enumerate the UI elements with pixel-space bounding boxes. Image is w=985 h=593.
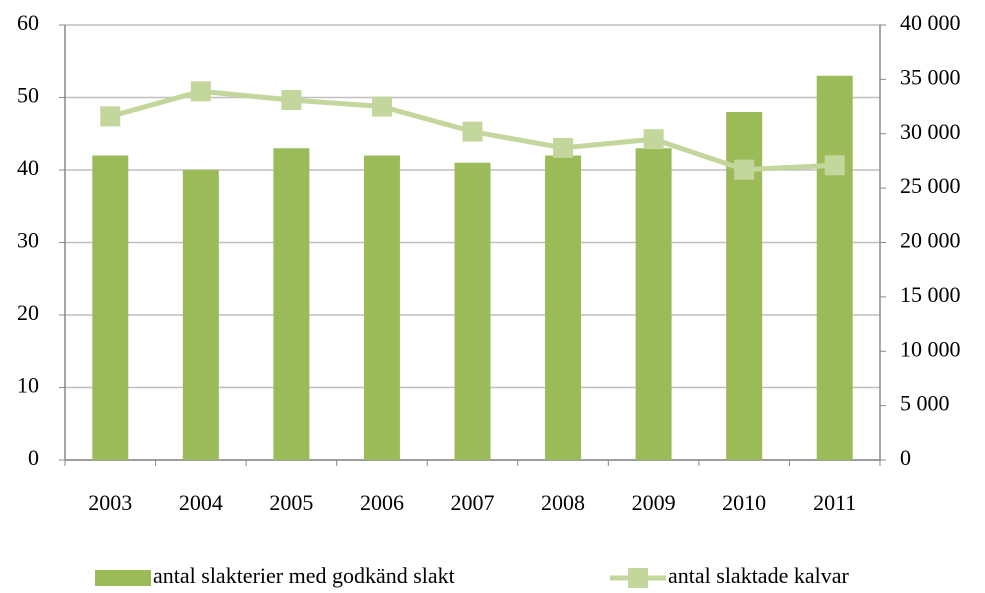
y2-tick-label: 30 000 [900, 119, 961, 144]
x-tick-label: 2010 [722, 490, 766, 515]
x-tick-label: 2009 [632, 490, 676, 515]
bar [635, 148, 672, 460]
bar [454, 162, 491, 460]
y-tick-label: 20 [17, 300, 39, 325]
bar [816, 75, 853, 460]
y-tick-label: 50 [17, 83, 39, 108]
y2-tick-label: 25 000 [900, 173, 961, 198]
y-tick-label: 40 [17, 155, 39, 180]
line-marker [462, 121, 483, 142]
y-tick-label: 60 [17, 10, 39, 35]
y-tick-label: 30 [17, 228, 39, 253]
line-marker [643, 129, 664, 150]
line-marker [281, 90, 302, 111]
bar [273, 148, 310, 460]
x-tick-label: 2008 [541, 490, 585, 515]
y2-tick-label: 10 000 [900, 336, 961, 361]
bar [92, 155, 129, 460]
y-tick-label: 0 [28, 445, 39, 470]
y2-tick-label: 35 000 [900, 64, 961, 89]
y2-tick-label: 40 000 [900, 10, 961, 35]
x-tick-label: 2005 [269, 490, 313, 515]
legend-label: antal slaktade kalvar [668, 563, 849, 588]
bar [182, 170, 219, 460]
y2-tick-label: 15 000 [900, 282, 961, 307]
x-tick-label: 2003 [88, 490, 132, 515]
x-tick-label: 2004 [179, 490, 223, 515]
line-marker [553, 137, 574, 158]
line-marker [190, 81, 211, 102]
line-marker [100, 106, 121, 127]
legend-swatch [95, 570, 151, 586]
y2-tick-label: 5 000 [900, 391, 950, 416]
line-marker [734, 159, 755, 180]
line-marker [371, 96, 392, 117]
x-tick-label: 2007 [451, 490, 495, 515]
legend-label: antal slakterier med godkänd slakt [153, 563, 455, 588]
y-tick-label: 10 [17, 373, 39, 398]
bar [545, 155, 582, 460]
y2-tick-label: 20 000 [900, 228, 961, 253]
x-tick-label: 2011 [813, 490, 856, 515]
x-tick-label: 2006 [360, 490, 404, 515]
legend-swatch [628, 568, 648, 588]
y2-tick-label: 0 [900, 445, 911, 470]
line-marker [824, 155, 845, 176]
bar [363, 155, 400, 460]
